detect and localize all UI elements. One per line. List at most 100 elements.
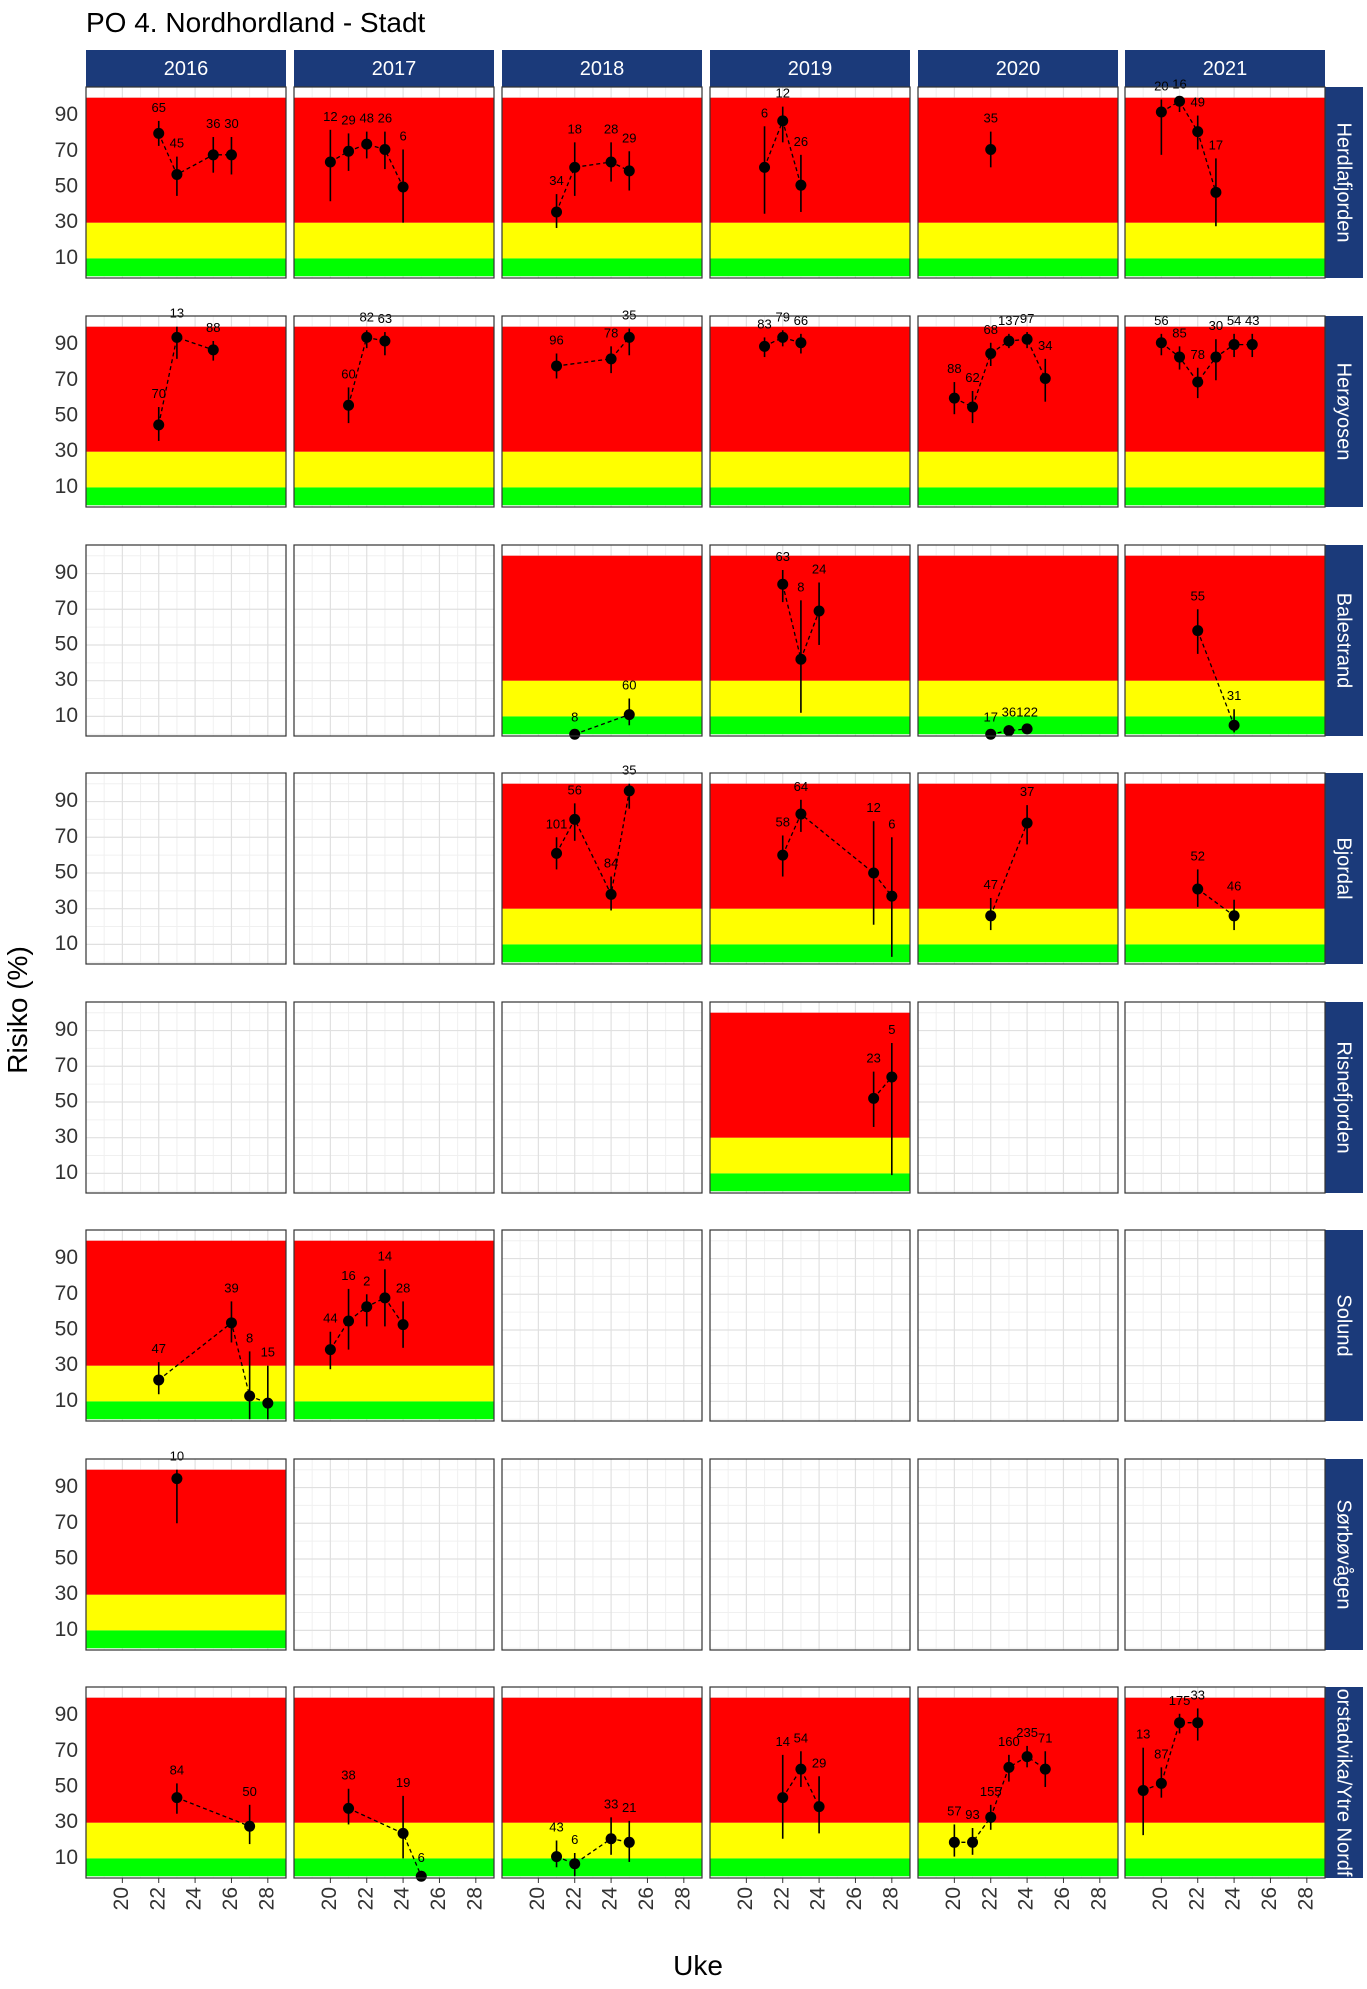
sample-size-label: 6 (888, 816, 895, 831)
sample-size-label: 29 (812, 1755, 826, 1770)
sample-size-label: 29 (622, 130, 636, 145)
y-tick-label: 70 (55, 1282, 78, 1305)
panel-background (294, 1459, 494, 1650)
sample-size-label: 14 (775, 1734, 789, 1749)
y-tick-label: 30 (55, 896, 78, 919)
x-tick-label: 22 (146, 1887, 169, 1910)
facet-panel: 34 18 28 29 (501, 86, 703, 279)
sample-size-label: 16 (1172, 77, 1186, 92)
data-point (886, 890, 898, 902)
year-strip (1125, 50, 1325, 87)
y-tick-label: 10 (55, 246, 78, 269)
sample-size-label: 17 (1209, 137, 1223, 152)
sample-size-label: 6 (418, 1850, 425, 1865)
data-point (244, 1820, 256, 1832)
data-point (868, 1092, 880, 1104)
risk-band (918, 222, 1118, 259)
y-tick-label: 90 (55, 332, 78, 355)
data-point (361, 1301, 373, 1313)
data-point (1174, 351, 1186, 363)
data-point (397, 1827, 409, 1839)
risk-band (710, 97, 910, 223)
risk-band (502, 716, 702, 735)
site-strip-label: orstadvika/Ytre Nordf (1333, 1689, 1355, 1877)
year-strip-label: 2021 (1203, 58, 1248, 80)
risk-band (294, 258, 494, 277)
site-strip-label: Herdlafjorden (1333, 122, 1355, 242)
trend-line (556, 1838, 630, 1865)
y-tick-label: 90 (55, 1703, 78, 1726)
sample-size-label: 17 (983, 710, 997, 725)
sample-size-label: 43 (549, 1820, 563, 1835)
panel-background (1125, 1230, 1325, 1421)
risk-band (710, 944, 910, 963)
sample-size-label: 137 (998, 313, 1020, 328)
risk-band (1125, 487, 1325, 506)
panel-background (502, 1459, 702, 1650)
panel-border (501, 544, 703, 737)
data-point (759, 161, 771, 173)
panel-background (1125, 1002, 1325, 1193)
data-point (1137, 1785, 1149, 1797)
y-tick-label: 30 (55, 1125, 78, 1148)
x-tick-label: 20 (942, 1887, 965, 1910)
panel-border (709, 1001, 911, 1194)
sample-size-label: 85 (1172, 325, 1186, 340)
site-strip-label: Solund (1333, 1294, 1355, 1356)
sample-size-label: 44 (323, 1311, 337, 1326)
risk-band (1125, 451, 1325, 488)
sample-size-label: 60 (622, 678, 636, 693)
risk-band (710, 680, 910, 717)
panel-background (502, 1230, 702, 1421)
trend-line (158, 336, 214, 426)
y-tick-label: 30 (55, 439, 78, 462)
data-point (623, 331, 635, 343)
facet-panel: 55 31 (1124, 544, 1326, 737)
sample-size-label: 64 (794, 779, 808, 794)
site-strip (1323, 1687, 1363, 1878)
risk-band (710, 451, 910, 488)
data-point (171, 1473, 183, 1485)
x-tick-label: 22 (354, 1887, 377, 1910)
panel-background (294, 1002, 494, 1193)
risk-band (918, 555, 1118, 681)
sample-size-label: 78 (1190, 347, 1204, 362)
data-point (1021, 333, 1033, 345)
data-point (1192, 126, 1204, 138)
panel-border (917, 1686, 1119, 1879)
sample-size-label: 13 (1136, 1727, 1150, 1742)
data-point (153, 127, 165, 139)
risk-band (710, 1697, 910, 1823)
sample-size-label: 19 (396, 1775, 410, 1790)
panel-border (501, 1458, 703, 1651)
panel-background (86, 1002, 286, 1193)
sample-size-label: 12 (323, 109, 337, 124)
sample-size-label: 39 (224, 1280, 238, 1295)
data-point (397, 181, 409, 193)
trend-line (158, 1321, 269, 1404)
y-tick-label: 90 (55, 1018, 78, 1041)
data-point (1155, 337, 1167, 349)
y-tick-label: 10 (55, 475, 78, 498)
data-point (1039, 372, 1051, 384)
sample-size-label: 36 (206, 116, 220, 131)
sample-size-label: 68 (983, 322, 997, 337)
year-strip-label: 2017 (372, 58, 417, 80)
data-point (207, 344, 219, 356)
x-tick-label: 28 (1087, 1887, 1110, 1910)
risk-band (918, 1697, 1118, 1823)
sample-size-label: 8 (797, 579, 804, 594)
panel-border (1124, 772, 1326, 965)
risk-band (86, 451, 286, 488)
panel-border (709, 1686, 911, 1879)
y-tick-label: 30 (55, 1353, 78, 1376)
risk-band (710, 1822, 910, 1859)
data-point (605, 156, 617, 168)
sample-size-label: 13 (170, 306, 184, 321)
risk-band (86, 1401, 286, 1420)
risk-band (86, 1858, 286, 1877)
panel-border (293, 315, 495, 508)
y-tick-label: 50 (55, 404, 78, 427)
data-point (868, 867, 880, 879)
